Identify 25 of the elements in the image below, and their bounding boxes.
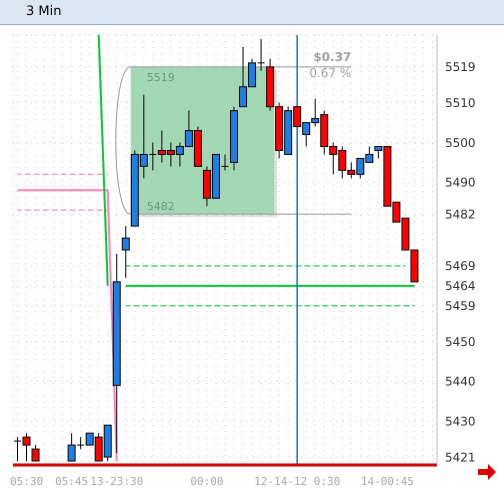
x-tick-label: 12-14-12 0:30 bbox=[254, 475, 340, 488]
annotation: 0.67 % bbox=[309, 66, 352, 80]
annotation: $0.37 bbox=[313, 50, 352, 64]
y-tick-label: 5469 bbox=[445, 259, 476, 274]
chart-title: 3 Min bbox=[26, 4, 62, 19]
x-tick-label: 05:30 bbox=[10, 475, 44, 488]
y-tick-label: 5519 bbox=[445, 60, 476, 74]
candlestick bbox=[32, 444, 40, 462]
annotation: 5519 bbox=[146, 70, 175, 84]
x-tick-label: 14-00:45 bbox=[360, 475, 414, 488]
y-tick-label: 5510 bbox=[445, 96, 476, 110]
y-tick-label: 5490 bbox=[445, 176, 476, 190]
annotation: 5482 bbox=[146, 200, 175, 214]
x-tick-label: 05:45 bbox=[55, 475, 88, 488]
y-tick-label: 5440 bbox=[445, 374, 476, 389]
x-tick-label: 00:00 bbox=[190, 475, 224, 488]
y-tick-label: 5430 bbox=[445, 414, 476, 428]
y-tick-label: 5450 bbox=[445, 334, 476, 349]
y-tick-label: 5482 bbox=[445, 207, 476, 222]
y-tick-label: 5500 bbox=[445, 136, 476, 150]
y-tick-label: 5459 bbox=[445, 299, 476, 313]
x-tick-label: 13-23:30 bbox=[90, 475, 144, 488]
y-tick-label: 5421 bbox=[445, 450, 476, 464]
candlestick bbox=[122, 226, 130, 278]
y-tick-label: 5464 bbox=[445, 279, 476, 294]
